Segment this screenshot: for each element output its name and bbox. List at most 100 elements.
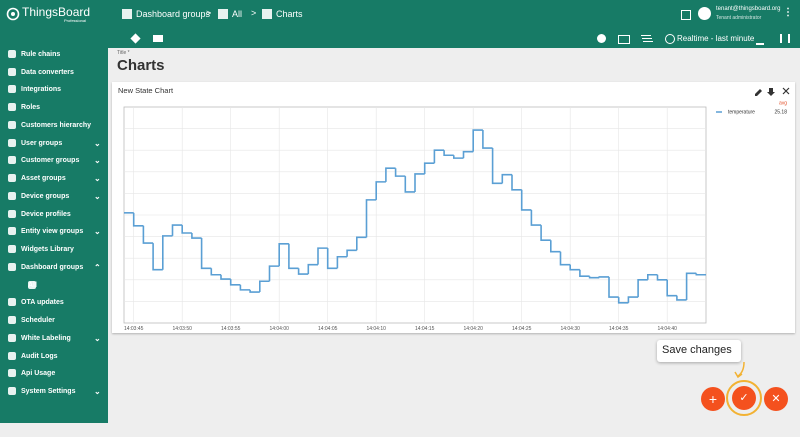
menu-chevron: ⌄: [94, 138, 101, 148]
menu-chevron: ⌄: [94, 191, 101, 201]
line-step: [462, 150, 474, 159]
line-step: [423, 162, 435, 174]
menu-item[interactable]: Integrations: [0, 81, 108, 98]
edit-widget[interactable]: [755, 89, 762, 96]
menu-label: Device groups: [21, 192, 70, 200]
menu-label: Rule chains: [21, 50, 61, 58]
menu-item[interactable]: Entity view groups ⌄: [0, 223, 108, 240]
breadcrumb-icon: [262, 9, 272, 19]
line-step: [491, 148, 503, 185]
line-step: [579, 269, 590, 277]
menu-label: Data converters: [21, 68, 74, 76]
dashboard-title[interactable]: Charts: [117, 57, 165, 74]
logo-icon: [6, 7, 20, 21]
menu-label: OTA updates: [21, 299, 64, 307]
line-step: [210, 268, 221, 276]
more-button[interactable]: ⋮: [783, 7, 793, 18]
menu-item[interactable]: Api Usage: [0, 365, 108, 382]
menu-icon: [28, 280, 36, 289]
menu-item[interactable]: Scheduler: [0, 312, 108, 329]
export-button[interactable]: [756, 35, 764, 45]
menu-item[interactable]: Device profiles: [0, 206, 108, 223]
avatar[interactable]: [698, 7, 711, 20]
menu-label: White Labeling: [21, 334, 71, 342]
line-step: [181, 225, 192, 234]
menu-icon: [8, 369, 16, 378]
breadcrumb-separator: >: [251, 8, 257, 18]
aliases-button[interactable]: [618, 35, 630, 44]
menu-label: Customers hierarchy: [21, 121, 92, 129]
menu-icon: [8, 174, 16, 182]
user-email: tenant@thingsboard.org: [716, 6, 781, 12]
breadcrumb[interactable]: Charts: [276, 9, 303, 19]
line-step: [404, 176, 415, 193]
fullscreen-button[interactable]: [681, 10, 691, 20]
breadcrumb[interactable]: Dashboard groups: [136, 9, 211, 19]
menu-label: System Settings: [21, 388, 76, 395]
menu-chevron: ⌄: [94, 156, 101, 166]
line-step: [346, 249, 357, 257]
line-step: [598, 276, 609, 278]
menu-chevron: ⌄: [94, 174, 101, 183]
menu-item[interactable]: Device groups ⌄: [0, 188, 108, 205]
menu-item[interactable]: Audit Logs: [0, 348, 108, 365]
legend-header: avg: [779, 100, 787, 106]
line-step: [666, 279, 677, 297]
line-step: [220, 274, 231, 280]
edit-button[interactable]: [780, 34, 790, 43]
x-tick-label: 14:03:50: [172, 326, 192, 332]
close-widget[interactable]: [782, 87, 790, 95]
breadcrumb-icon: [218, 9, 228, 19]
menu-icon: [8, 209, 16, 218]
menu-label: User groups: [21, 139, 63, 147]
x-tick-label: 14:04:30: [560, 326, 580, 332]
menu-item[interactable]: OTA updates: [0, 294, 108, 311]
save-button[interactable]: ✓: [732, 386, 756, 410]
line-step: [307, 263, 318, 275]
legend-label: temperature: [728, 109, 755, 115]
layout-button[interactable]: [153, 35, 163, 42]
menu-icon: [8, 85, 16, 94]
menu-item[interactable]: Data converters: [0, 64, 108, 81]
menu-item[interactable]: Customers hierarchy: [0, 117, 108, 134]
menu-item[interactable]: User groups ⌄: [0, 135, 108, 152]
menu-label: Widgets Library: [21, 246, 74, 253]
line-step: [511, 174, 522, 191]
menu-label: Customer groups: [21, 157, 80, 165]
menu-item[interactable]: Widgets Library: [0, 241, 108, 258]
menu-label: Dashboard groups: [21, 263, 84, 271]
breadcrumb[interactable]: All: [232, 9, 243, 19]
menu-item[interactable]: White Labeling ⌄: [0, 330, 108, 347]
menu-label: Api Usage: [21, 370, 56, 378]
menu-icon: [8, 156, 16, 165]
x-tick-label: 14:04:20: [463, 326, 483, 332]
menu-item[interactable]: System Settings ⌄: [0, 383, 108, 400]
line-step: [472, 129, 483, 152]
menu-item[interactable]: Rule chains: [0, 46, 108, 63]
settings-button[interactable]: [597, 34, 606, 43]
menu-item[interactable]: Dashboard groups ⌃: [0, 259, 108, 276]
line-step: [627, 296, 639, 303]
x-tick-label: 14:04:25: [512, 326, 532, 332]
download-widget[interactable]: [767, 88, 775, 96]
line-step: [200, 238, 212, 270]
menu-icon: [8, 49, 16, 58]
clock-icon: [665, 34, 675, 44]
line-step: [317, 247, 328, 265]
menu-icon: [8, 351, 16, 360]
menu-item[interactable]: All: [0, 277, 108, 294]
line-step: [695, 273, 706, 276]
line-step: [608, 276, 619, 298]
logo: ThingsBoard: [22, 5, 91, 19]
timewindow[interactable]: Realtime - last minute: [677, 34, 755, 43]
menu-item[interactable]: Customer groups ⌄: [0, 152, 108, 169]
menu-item[interactable]: Roles: [0, 99, 108, 116]
cancel-button[interactable]: ✕: [764, 387, 788, 411]
filter-button[interactable]: [641, 35, 651, 36]
line-step: [501, 173, 512, 184]
line-step: [288, 243, 299, 270]
add-widget-button[interactable]: +: [701, 387, 725, 411]
menu-item[interactable]: Asset groups ⌄: [0, 170, 108, 187]
line-step: [191, 233, 202, 239]
